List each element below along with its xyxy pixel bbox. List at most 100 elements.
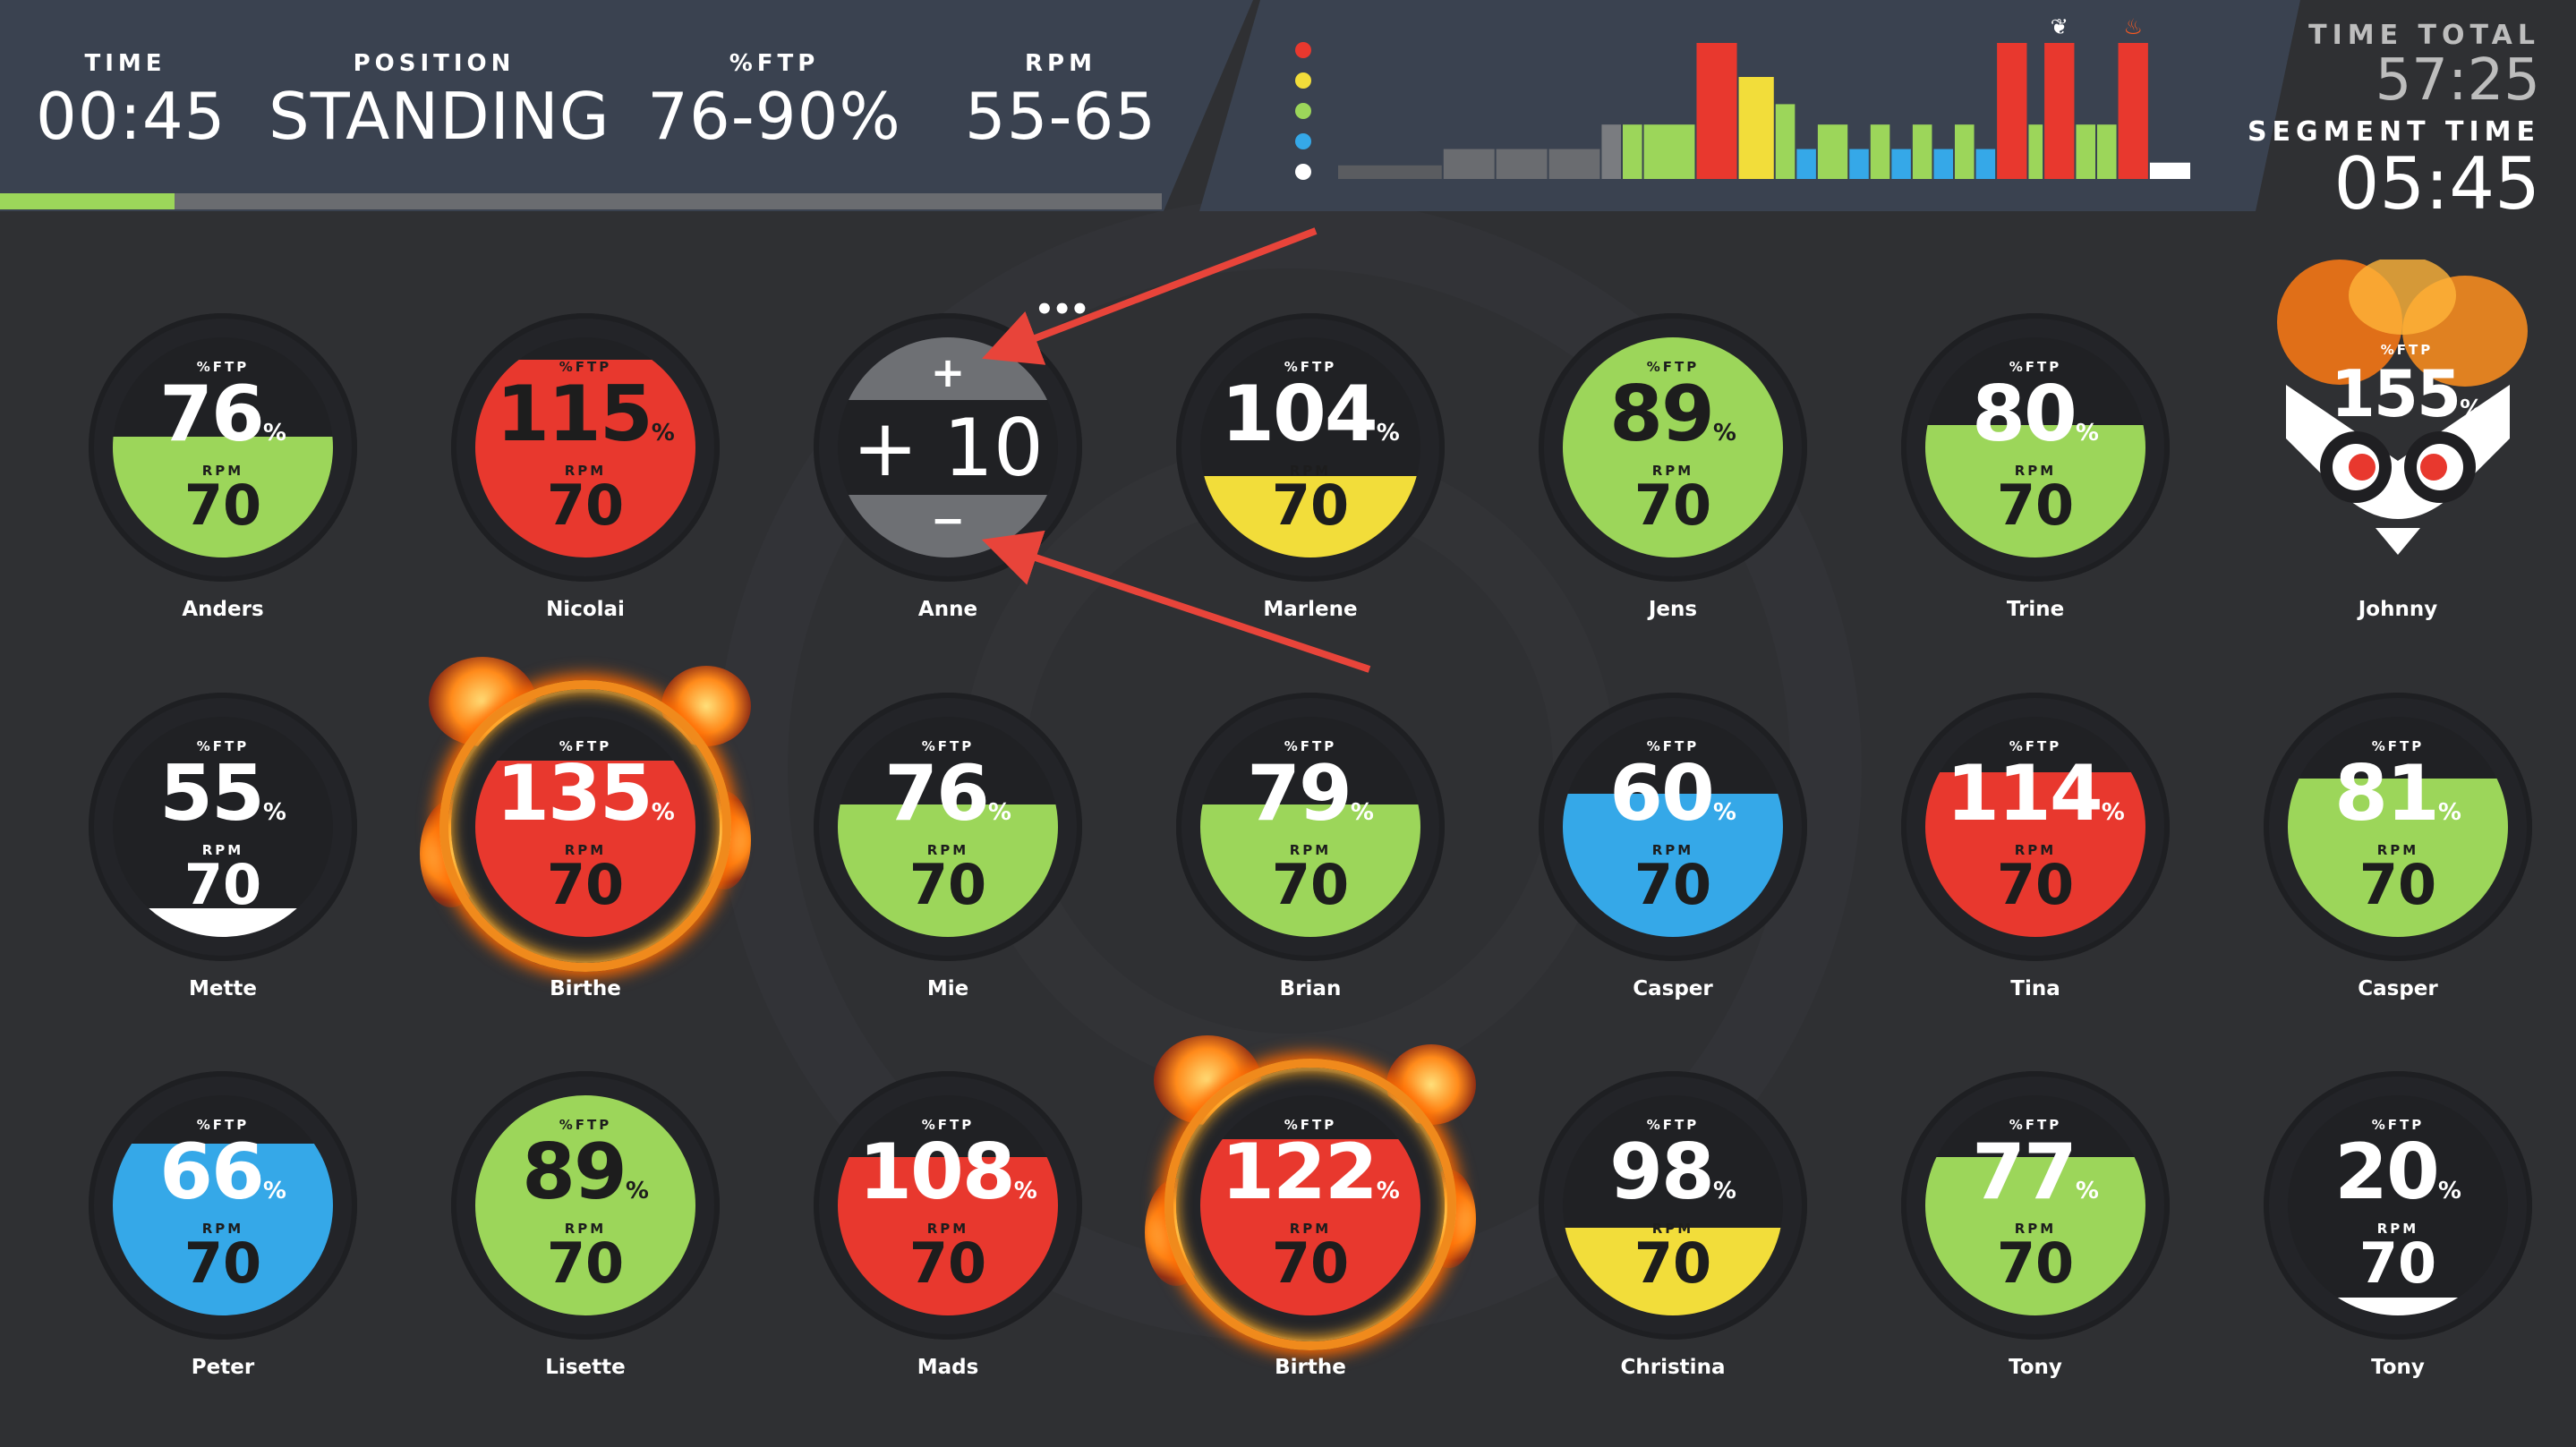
ftp-number: 81: [2334, 749, 2440, 838]
position-label: POSITION: [353, 50, 516, 77]
rpm-label: RPM: [2376, 842, 2419, 858]
rider-name: Nicolai: [546, 598, 625, 621]
rider-tile[interactable]: %FTP 108% RPM 70 Mads: [800, 1071, 1096, 1411]
rider-tile[interactable]: %FTP 20% RPM 70 Tony: [2250, 1071, 2546, 1411]
effort-fill: [113, 1144, 333, 1315]
rpm-value: 70: [546, 852, 625, 917]
rpm-value: 70: [1633, 472, 1712, 538]
ftp-value: 79%: [1200, 749, 1420, 857]
rider-tile[interactable]: %FTP 98% RPM 70 Christina: [1525, 1071, 1821, 1411]
owl-badge-icon: [2277, 260, 2528, 555]
rider-tile[interactable]: %FTP 122% RPM 70 Birthe: [1145, 1035, 1476, 1411]
ftp-number: 115: [496, 370, 653, 459]
performance-dial: %FTP 115% RPM 70: [451, 313, 720, 582]
rider-name: Casper: [1633, 977, 1713, 1000]
performance-dial: %FTP 114% RPM 70: [1901, 693, 2170, 961]
rpm-label: RPM: [1651, 1221, 1694, 1237]
performance-dial-inner: %FTP 89% RPM 70: [475, 1095, 695, 1315]
performance-dial: %FTP 76% RPM 70: [814, 693, 1082, 961]
rider-tile[interactable]: %FTP 55% RPM 70 Mette: [75, 693, 371, 1033]
effort-fill: [1563, 1227, 1783, 1315]
rider-tile[interactable]: %FTP 81% RPM 70 Casper: [2250, 693, 2546, 1033]
ftp-number: 89: [1609, 370, 1715, 459]
ftp-value: 114%: [1925, 749, 2145, 857]
profile-bar-0: [1338, 165, 1442, 179]
rider-tile[interactable]: %FTP 155% Johnny: [2250, 260, 2546, 653]
rider-tile[interactable]: + + 10− ••• Anne: [800, 292, 1096, 653]
decrease-button[interactable]: −: [838, 495, 1058, 558]
ftp-label: %FTP: [559, 359, 612, 375]
performance-dial-inner: %FTP 77% RPM 70: [1925, 1095, 2145, 1315]
ftp-target-value: 76-90%: [647, 79, 901, 154]
effort-fill: [1925, 425, 2145, 558]
rider-name: Tina: [2010, 977, 2060, 1000]
rider-tile[interactable]: %FTP 135% RPM 70 Birthe: [420, 657, 751, 1033]
rider-tile[interactable]: %FTP 80% RPM 70 Trine: [1888, 313, 2183, 653]
ftp-value: 108%: [838, 1128, 1058, 1236]
effort-fill: [1925, 771, 2145, 937]
ftp-value: 77%: [1925, 1128, 2145, 1236]
rider-tile[interactable]: %FTP 89% RPM 70 Jens: [1525, 313, 1821, 653]
ftp-label: %FTP: [921, 1117, 975, 1133]
performance-dial: %FTP 89% RPM 70: [1539, 313, 1807, 582]
ftp-label: %FTP: [2371, 738, 2425, 754]
segment-time-value: 05:45: [2333, 142, 2540, 226]
effort-fill: [475, 761, 695, 937]
rider-name: Birthe: [1275, 1356, 1346, 1379]
time-total-label: TIME TOTAL: [2308, 20, 2540, 51]
rider-tile[interactable]: %FTP 60% RPM 70 Casper: [1525, 693, 1821, 1033]
percent-sign: %: [1712, 1178, 1736, 1204]
rider-name: Birthe: [550, 977, 621, 1000]
profile-chart-svg: ❦ ♨: [1295, 14, 2190, 180]
rider-tile[interactable]: %FTP 114% RPM 70 Tina: [1888, 693, 2183, 1033]
rider-name: Casper: [2358, 977, 2438, 1000]
ftp-label: %FTP: [559, 1117, 612, 1133]
ftp-value: 80%: [1925, 370, 2145, 478]
legend-dot-2: [1295, 103, 1311, 119]
performance-dial: %FTP 80% RPM 70: [1901, 313, 2170, 582]
performance-dial: %FTP 98% RPM 70: [1539, 1071, 1807, 1340]
performance-dial: %FTP 81% RPM 70: [2264, 693, 2532, 961]
ftp-number: 55: [159, 749, 265, 838]
performance-dial-inner: %FTP 89% RPM 70: [1563, 337, 1783, 558]
rpm-label: RPM: [201, 463, 244, 479]
rpm-label: RPM: [1289, 463, 1332, 479]
ftp-label: %FTP: [2371, 1117, 2425, 1133]
rpm-value: 70: [1271, 1230, 1350, 1296]
rider-tile[interactable]: %FTP 66% RPM 70 Peter: [75, 1071, 371, 1411]
effort-fill: [1925, 1156, 2145, 1315]
effort-fill: [838, 804, 1058, 937]
ftp-label: %FTP: [196, 738, 250, 754]
segment-progress-bar: [0, 193, 1162, 209]
rider-tile[interactable]: %FTP 79% RPM 70 Brian: [1163, 693, 1458, 1033]
ftp-value: 135%: [475, 749, 695, 857]
percent-sign: %: [2460, 396, 2484, 422]
rider-tile[interactable]: %FTP 76% RPM 70 Mie: [800, 693, 1096, 1033]
rider-name: Johnny: [2358, 598, 2438, 621]
ftp-number: 77: [1972, 1128, 2077, 1217]
ftp-label: %FTP: [2380, 342, 2434, 358]
ftp-number: 114: [1946, 749, 2103, 838]
rider-tile[interactable]: %FTP 77% RPM 70 Tony: [1888, 1071, 2183, 1411]
performance-dial: %FTP 104% RPM 70: [1176, 313, 1445, 582]
rider-tile[interactable]: %FTP 115% RPM 70 Nicolai: [438, 313, 733, 653]
increase-button[interactable]: +: [838, 337, 1058, 400]
performance-dial: %FTP 20% RPM 70: [2264, 1071, 2532, 1340]
performance-dial-inner: %FTP 79% RPM 70: [1200, 717, 1420, 937]
rider-tile[interactable]: %FTP 76% RPM 70 Anders: [75, 313, 371, 653]
profile-bar-21: [2044, 43, 2075, 179]
performance-dial: %FTP 135% RPM 70: [451, 693, 720, 961]
effort-fill: [1563, 794, 1783, 937]
ftp-value: 76%: [113, 370, 333, 478]
performance-dial-inner: %FTP 115% RPM 70: [475, 337, 695, 558]
workout-header: TIME 00:45 POSITION STANDING %FTP 76-90%…: [0, 0, 1253, 211]
more-options-button[interactable]: •••: [1035, 292, 1089, 328]
rider-tile[interactable]: %FTP 89% RPM 70 Lisette: [438, 1071, 733, 1411]
ftp-value: 60%: [1563, 749, 1783, 857]
rider-name: Lisette: [545, 1356, 626, 1379]
rider-tile[interactable]: %FTP 104% RPM 70 Marlene: [1163, 313, 1458, 653]
ftp-label: %FTP: [921, 738, 975, 754]
ftp-label: %FTP: [1646, 738, 1700, 754]
ftp-label: %FTP: [196, 1117, 250, 1133]
legend-dot-4: [1295, 164, 1311, 180]
